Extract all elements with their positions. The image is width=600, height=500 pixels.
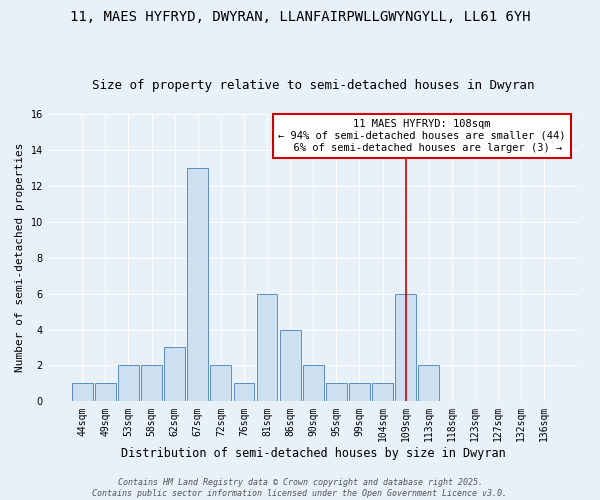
Title: Size of property relative to semi-detached houses in Dwyran: Size of property relative to semi-detach… xyxy=(92,79,535,92)
Bar xyxy=(118,366,139,402)
Text: 11 MAES HYFRYD: 108sqm
← 94% of semi-detached houses are smaller (44)
  6% of se: 11 MAES HYFRYD: 108sqm ← 94% of semi-det… xyxy=(278,120,566,152)
Text: 11, MAES HYFRYD, DWYRAN, LLANFAIRPWLLGWYNGYLL, LL61 6YH: 11, MAES HYFRYD, DWYRAN, LLANFAIRPWLLGWY… xyxy=(70,10,530,24)
Bar xyxy=(349,384,370,402)
Bar xyxy=(72,384,93,402)
Bar xyxy=(187,168,208,402)
Bar xyxy=(211,366,231,402)
Bar xyxy=(418,366,439,402)
Bar xyxy=(257,294,277,402)
Bar xyxy=(372,384,393,402)
Text: Contains HM Land Registry data © Crown copyright and database right 2025.
Contai: Contains HM Land Registry data © Crown c… xyxy=(92,478,508,498)
Bar xyxy=(95,384,116,402)
Bar xyxy=(233,384,254,402)
X-axis label: Distribution of semi-detached houses by size in Dwyran: Distribution of semi-detached houses by … xyxy=(121,447,506,460)
Bar xyxy=(395,294,416,402)
Bar xyxy=(280,330,301,402)
Bar xyxy=(303,366,323,402)
Y-axis label: Number of semi-detached properties: Number of semi-detached properties xyxy=(15,143,25,372)
Bar xyxy=(326,384,347,402)
Bar xyxy=(141,366,162,402)
Bar xyxy=(164,348,185,402)
